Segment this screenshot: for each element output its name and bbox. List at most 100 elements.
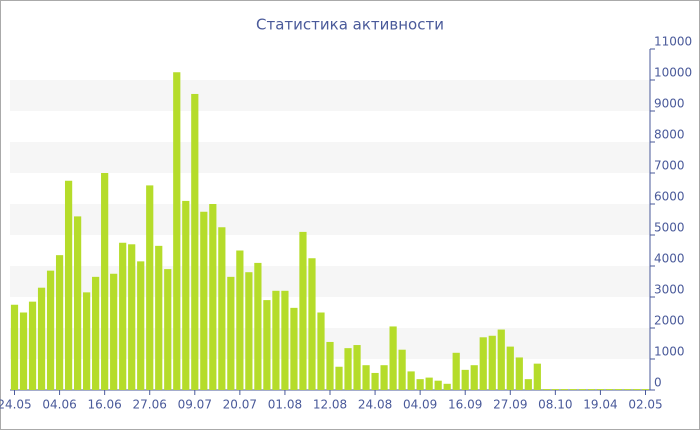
bar bbox=[524, 379, 532, 390]
bar bbox=[37, 287, 46, 390]
bar bbox=[19, 312, 28, 390]
bar bbox=[64, 180, 73, 390]
x-tick-label: 27.09 bbox=[493, 398, 527, 412]
bar bbox=[488, 335, 496, 390]
bar bbox=[83, 292, 91, 390]
bar bbox=[182, 200, 190, 390]
bar bbox=[497, 329, 505, 390]
y-tick-label: 4000 bbox=[654, 252, 685, 266]
y-tick-label: 0 bbox=[654, 376, 662, 390]
y-tick-label: 2000 bbox=[654, 314, 685, 328]
bar bbox=[281, 290, 289, 390]
x-tick-label: 20.07 bbox=[223, 398, 257, 412]
bar bbox=[623, 389, 632, 390]
y-tick-label: 11000 bbox=[654, 35, 692, 49]
x-tick-label: 16.06 bbox=[87, 398, 121, 412]
y-tick-label: 10000 bbox=[654, 66, 692, 80]
bar bbox=[416, 379, 424, 390]
x-tick-label: 12.08 bbox=[313, 398, 347, 412]
bar bbox=[407, 371, 415, 390]
bar bbox=[542, 389, 550, 390]
bar bbox=[209, 204, 217, 390]
bar bbox=[299, 231, 307, 390]
y-tick-label: 1000 bbox=[654, 345, 685, 359]
x-tick-label: 01.08 bbox=[268, 398, 302, 412]
bar bbox=[389, 326, 397, 390]
bar bbox=[326, 341, 334, 390]
bar bbox=[443, 383, 451, 390]
bar bbox=[101, 173, 109, 390]
bar bbox=[353, 345, 361, 390]
y-tick-label: 5000 bbox=[654, 221, 685, 235]
bar bbox=[632, 389, 641, 390]
y-tick-label: 3000 bbox=[654, 283, 685, 297]
bar bbox=[605, 389, 614, 390]
x-tick-label: 09.07 bbox=[178, 398, 212, 412]
y-tick-label: 6000 bbox=[654, 190, 685, 204]
bar bbox=[470, 365, 478, 390]
y-tick-label: 9000 bbox=[654, 97, 685, 111]
bar bbox=[236, 250, 244, 390]
band bbox=[10, 204, 650, 235]
bar bbox=[479, 337, 487, 390]
bar bbox=[362, 365, 370, 390]
bar bbox=[119, 242, 127, 390]
x-tick-label: 04.09 bbox=[403, 398, 437, 412]
y-tick-label: 8000 bbox=[654, 128, 685, 142]
bar bbox=[74, 216, 82, 390]
bar bbox=[344, 348, 352, 390]
bar bbox=[506, 346, 514, 390]
bar bbox=[596, 389, 605, 390]
bar bbox=[191, 93, 199, 390]
bar bbox=[452, 352, 460, 390]
bar bbox=[164, 269, 172, 390]
bar bbox=[218, 227, 226, 390]
bar bbox=[146, 185, 154, 390]
x-tick-label: 16.09 bbox=[448, 398, 482, 412]
bar bbox=[551, 389, 559, 390]
bar bbox=[578, 389, 586, 390]
bar bbox=[335, 366, 343, 390]
bar bbox=[560, 389, 568, 390]
bar bbox=[380, 365, 388, 390]
bar bbox=[569, 389, 577, 390]
band bbox=[10, 142, 650, 173]
x-tick-label: 04.06 bbox=[42, 398, 76, 412]
y-tick-label: 7000 bbox=[654, 159, 685, 173]
x-tick-label: 08.10 bbox=[538, 398, 572, 412]
bar bbox=[55, 255, 64, 390]
bar bbox=[290, 307, 298, 390]
bar bbox=[10, 304, 19, 390]
bar bbox=[425, 377, 433, 390]
bar bbox=[371, 372, 379, 390]
bar bbox=[641, 389, 650, 390]
x-tick-label: 02.05 bbox=[628, 398, 662, 412]
bar bbox=[110, 273, 118, 390]
bar bbox=[137, 261, 145, 390]
bar bbox=[515, 357, 523, 390]
x-tick-label: 27.06 bbox=[133, 398, 167, 412]
x-tick-label: 19.04 bbox=[583, 398, 617, 412]
bar bbox=[614, 389, 623, 390]
bar bbox=[128, 244, 136, 390]
bar bbox=[245, 272, 253, 390]
bar bbox=[46, 270, 55, 390]
bar bbox=[317, 312, 325, 390]
bar bbox=[263, 300, 271, 390]
bar bbox=[398, 349, 406, 390]
bar bbox=[272, 290, 280, 390]
bar bbox=[200, 211, 208, 390]
x-tick-label: 24.08 bbox=[358, 398, 392, 412]
chart-title: Статистика активности bbox=[256, 16, 444, 34]
bar bbox=[92, 276, 100, 390]
bar bbox=[461, 369, 469, 390]
bar bbox=[227, 276, 235, 390]
band bbox=[10, 80, 650, 111]
bar bbox=[254, 262, 262, 390]
bar bbox=[173, 72, 181, 390]
bar bbox=[434, 380, 442, 390]
bar bbox=[308, 258, 316, 390]
bar bbox=[155, 245, 163, 390]
x-tick-label: 24.05 bbox=[0, 398, 32, 412]
